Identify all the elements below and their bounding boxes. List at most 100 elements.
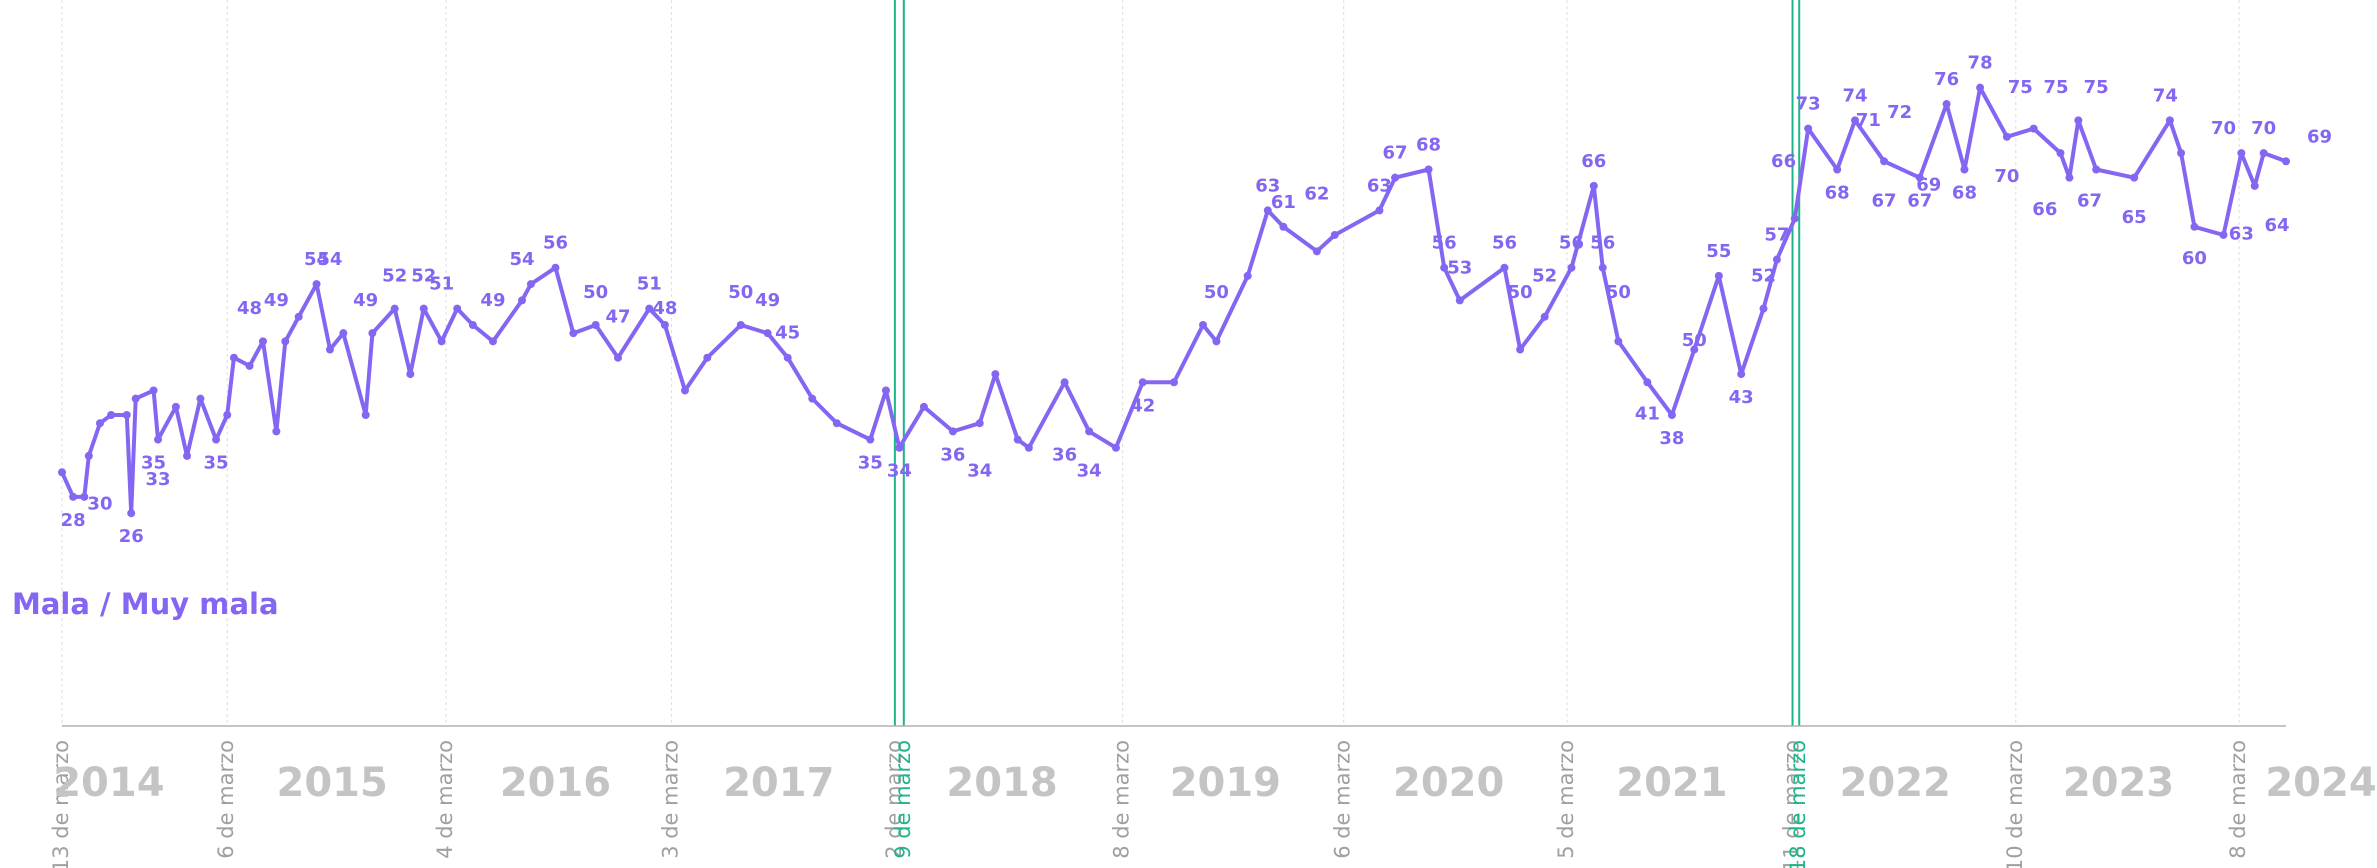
point: [1976, 84, 1984, 92]
point: [2003, 133, 2011, 141]
point: [920, 403, 928, 411]
data-label: 68: [1952, 182, 1977, 203]
data-label: 62: [1304, 184, 1329, 205]
data-label: 36: [1052, 444, 1077, 465]
data-label: 72: [1887, 102, 1912, 123]
point: [127, 509, 135, 517]
point: [1759, 305, 1767, 313]
year-label: 2022: [1840, 760, 1951, 806]
data-label: 63: [1367, 175, 1392, 196]
data-label: 66: [1771, 151, 1796, 172]
data-label: 74: [2153, 85, 2178, 106]
data-label: 43: [1729, 387, 1754, 408]
point: [833, 419, 841, 427]
point: [469, 321, 477, 329]
year-label: 2020: [1393, 760, 1504, 806]
data-label: 48: [237, 298, 262, 319]
data-label: 56: [1559, 233, 1584, 254]
data-label: 56: [1432, 233, 1457, 254]
point: [58, 468, 66, 476]
data-label: 52: [1532, 265, 1557, 286]
data-label: 49: [480, 290, 505, 311]
data-label: 54: [509, 249, 534, 270]
point: [866, 436, 874, 444]
point: [614, 354, 622, 362]
data-label: 57: [1764, 225, 1789, 246]
point: [2282, 157, 2290, 165]
data-label: 49: [353, 290, 378, 311]
point: [1791, 215, 1799, 223]
point: [1773, 256, 1781, 264]
x-tick-label: 4 de marzo: [433, 740, 457, 859]
point: [737, 321, 745, 329]
point: [1590, 182, 1598, 190]
data-label: 30: [87, 493, 112, 514]
point: [703, 354, 711, 362]
point: [2030, 125, 2038, 133]
point: [259, 337, 267, 345]
point: [2092, 165, 2100, 173]
data-label: 51: [429, 274, 454, 295]
data-label: 70: [1994, 166, 2019, 187]
point: [1668, 411, 1676, 419]
point: [2166, 116, 2174, 124]
point: [1880, 157, 1888, 165]
data-label: 34: [887, 461, 912, 482]
data-label: 63: [2229, 223, 2254, 244]
data-label: 49: [755, 290, 780, 311]
x-tick-label: 6 de marzo: [1331, 740, 1355, 859]
data-label: 35: [858, 453, 883, 474]
point: [313, 280, 321, 288]
point: [368, 329, 376, 337]
point: [154, 436, 162, 444]
point: [2056, 149, 2064, 157]
series-line: [62, 88, 2286, 514]
point: [362, 411, 370, 419]
data-label: 50: [1682, 330, 1707, 351]
page: {"chart_data": { "type": "line", "series…: [0, 0, 2377, 868]
point: [2177, 149, 2185, 157]
point: [2074, 116, 2082, 124]
point: [991, 370, 999, 378]
data-label: 45: [775, 323, 800, 344]
point: [281, 337, 289, 345]
point: [784, 354, 792, 362]
year-label: 2023: [2063, 760, 2174, 806]
data-label: 75: [2043, 77, 2068, 98]
point: [2251, 182, 2259, 190]
data-label: 50: [728, 282, 753, 303]
x-tick-label: 18 de marzo: [1786, 740, 1810, 868]
data-label: 67: [2077, 191, 2102, 212]
data-label: 33: [145, 469, 170, 490]
x-tick-label: 5 de marzo: [1554, 740, 1578, 859]
data-label: 50: [1508, 282, 1533, 303]
year-label: 2021: [1616, 760, 1727, 806]
point: [1375, 206, 1383, 214]
data-label: 73: [1796, 94, 1821, 115]
year-label: 2017: [723, 760, 834, 806]
year-label: 2019: [1170, 760, 1281, 806]
point: [2130, 174, 2138, 182]
point: [1391, 174, 1399, 182]
data-label: 55: [1706, 241, 1731, 262]
x-tick-label: 10 de marzo: [2003, 740, 2027, 868]
x-tick-label: 3 de marzo: [659, 740, 683, 859]
point: [339, 329, 347, 337]
point: [895, 444, 903, 452]
point: [1170, 378, 1178, 386]
point: [172, 403, 180, 411]
point: [96, 419, 104, 427]
year-label: 2014: [53, 760, 164, 806]
data-label: 26: [119, 526, 144, 547]
point: [196, 395, 204, 403]
data-label: 78: [1968, 53, 1993, 74]
data-label: 52: [382, 265, 407, 286]
point: [420, 305, 428, 313]
data-label: 35: [204, 453, 229, 474]
data-label: 64: [2265, 215, 2290, 236]
data-label: 38: [1659, 428, 1684, 449]
point: [212, 436, 220, 444]
point: [183, 452, 191, 460]
x-tick-label: 6 de marzo: [214, 740, 238, 859]
point: [518, 296, 526, 304]
